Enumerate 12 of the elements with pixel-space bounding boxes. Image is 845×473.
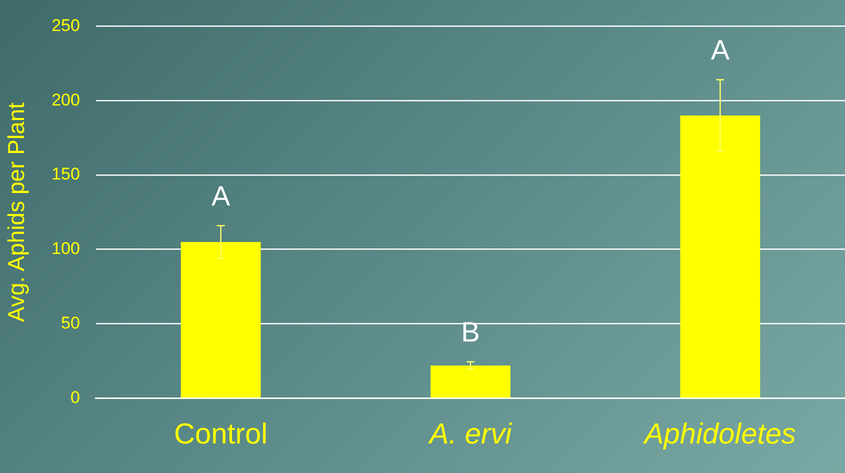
y-axis-title: Avg. Aphids per Plant	[3, 102, 30, 322]
x-tick-label: Control	[174, 418, 268, 451]
y-tick-label: 100	[52, 239, 80, 258]
annotation: A	[710, 34, 730, 66]
x-tick-label: A. ervi	[427, 418, 514, 451]
y-tick-label: 150	[52, 164, 80, 184]
x-tick-label: Aphidoletes	[642, 418, 796, 451]
y-tick-label: 200	[52, 90, 80, 110]
annotation: A	[211, 180, 230, 212]
y-tick-label: 250	[52, 16, 80, 35]
y-tick-label: 0	[70, 388, 80, 407]
y-tick-label: 50	[61, 313, 80, 332]
